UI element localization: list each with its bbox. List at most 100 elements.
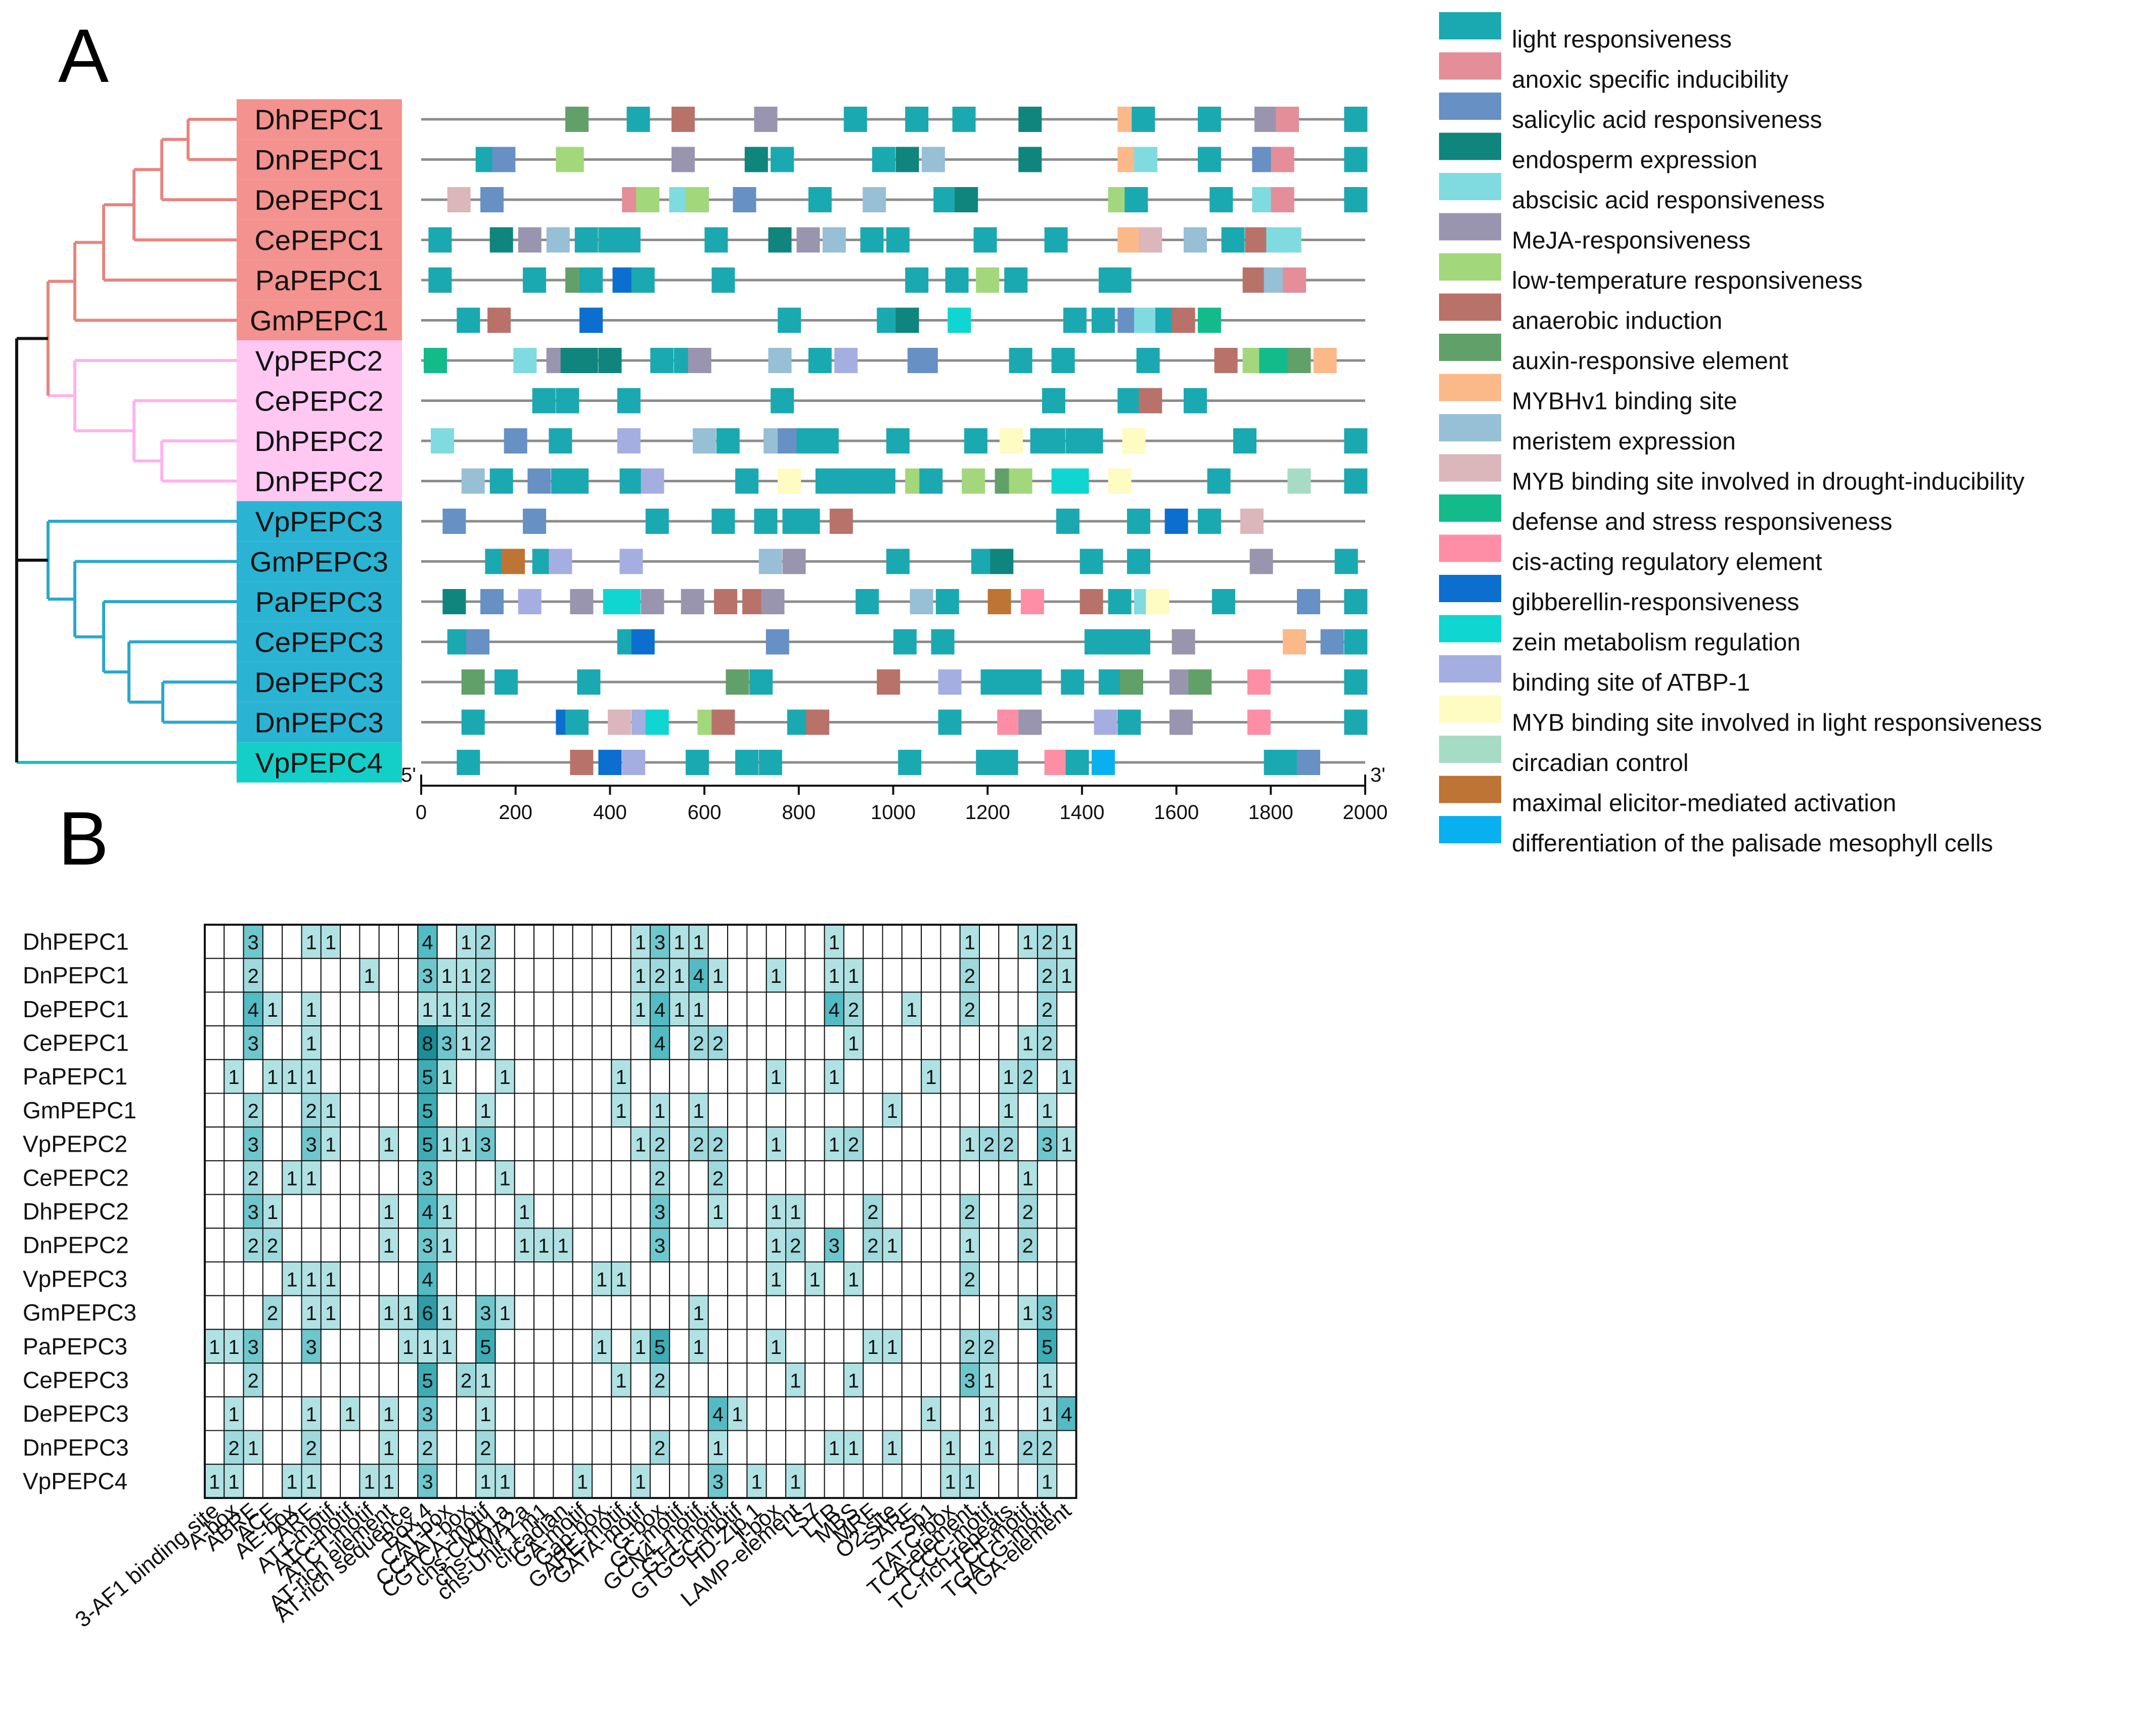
heatmap-cell <box>804 924 825 959</box>
heatmap-cell <box>921 1160 941 1195</box>
motif-box <box>565 709 589 735</box>
heatmap-value: 2 <box>964 965 975 987</box>
heatmap-cell <box>901 1329 922 1364</box>
heatmap-cell <box>630 1059 651 1094</box>
heatmap-cell <box>824 1329 844 1364</box>
motif-box <box>641 468 664 494</box>
motif-box <box>560 147 584 172</box>
heatmap-cell <box>611 991 632 1027</box>
motif-box <box>518 227 542 253</box>
heatmap-cell <box>998 1295 1019 1330</box>
legend-label: gibberellin-responsiveness <box>1512 589 1799 616</box>
heatmap-cell <box>514 958 535 993</box>
legend-label: endosperm expression <box>1512 147 1758 174</box>
heatmap-row-label: DnPEPC2 <box>23 1232 129 1258</box>
axis-tick-label: 2000 <box>1343 801 1388 824</box>
heatmap-cell <box>475 1160 496 1195</box>
heatmap-cell <box>436 1126 457 1161</box>
heatmap-cell <box>301 1396 322 1431</box>
heatmap-row-label: GmPEPC1 <box>23 1097 137 1123</box>
heatmap-cell <box>940 1160 961 1195</box>
heatmap-cell <box>940 1430 961 1465</box>
motif-box <box>1108 589 1132 614</box>
heatmap-cell <box>1056 924 1077 959</box>
motif-box <box>1117 227 1141 253</box>
heatmap-value: 3 <box>1042 1302 1053 1325</box>
motif-box <box>1122 428 1146 454</box>
heatmap-cell <box>688 991 709 1027</box>
heatmap-value: 1 <box>286 1269 297 1291</box>
heatmap-value: 2 <box>306 1437 317 1460</box>
gene-label-box <box>237 581 402 622</box>
motif-box <box>796 227 820 253</box>
heatmap-cell <box>882 1059 903 1094</box>
motif-box <box>1063 307 1087 333</box>
motif-box <box>1209 187 1233 212</box>
heatmap-cell <box>882 991 903 1027</box>
heatmap-cell <box>921 1261 941 1296</box>
heatmap-cell <box>1017 1093 1038 1128</box>
heatmap-cell <box>979 1126 1000 1161</box>
heatmap-cell <box>223 1329 244 1364</box>
heatmap-cell <box>495 1160 515 1195</box>
heatmap-value: 1 <box>461 965 472 987</box>
heatmap-cell <box>611 1228 632 1263</box>
heatmap-cell <box>766 1093 786 1128</box>
motif-box <box>895 147 919 172</box>
heatmap-value: 1 <box>1061 1134 1072 1156</box>
gene-label: GmPEPC1 <box>250 305 388 337</box>
heatmap-cell <box>378 1025 399 1060</box>
motif-box <box>1065 468 1089 494</box>
motif-box <box>976 267 1000 293</box>
heatmap-value: 1 <box>693 999 704 1021</box>
heatmap-cell <box>824 1025 844 1060</box>
heatmap-cell <box>204 1126 225 1161</box>
heatmap-cell <box>592 1093 612 1128</box>
heatmap-cell <box>223 1093 244 1128</box>
heatmap-cell <box>746 1093 767 1128</box>
heatmap-value: 1 <box>364 1471 375 1493</box>
motif-box <box>457 307 480 333</box>
heatmap-cell <box>901 1093 922 1128</box>
heatmap-cell <box>1056 991 1077 1027</box>
motif-box <box>489 227 513 253</box>
heatmap-cell <box>611 924 632 959</box>
heatmap-value: 2 <box>1022 1437 1034 1460</box>
axis-tick-label: 600 <box>688 801 722 824</box>
heatmap-cell <box>398 1464 419 1499</box>
heatmap-cell <box>533 1126 554 1161</box>
heatmap-value: 3 <box>248 1336 259 1358</box>
heatmap-value: 3 <box>480 1302 491 1325</box>
heatmap-cell <box>824 1363 844 1397</box>
motif-box <box>1127 509 1150 534</box>
heatmap-cell <box>359 1093 380 1128</box>
heatmap-cell <box>998 1363 1019 1397</box>
heatmap-cell <box>630 1093 651 1128</box>
heatmap-cell <box>1037 1126 1058 1161</box>
heatmap-cell <box>1017 1228 1038 1263</box>
heatmap-cell <box>495 1261 515 1296</box>
motif-box <box>1197 509 1221 534</box>
motif-box <box>1287 468 1311 494</box>
heatmap-cell <box>475 1126 496 1161</box>
heatmap-cell <box>495 1396 515 1431</box>
heatmap-value: 1 <box>771 1336 782 1358</box>
heatmap-border <box>204 924 1077 1499</box>
heatmap-value: 1 <box>712 965 724 987</box>
motif-box <box>1091 307 1115 333</box>
motif-box <box>626 107 650 132</box>
heatmap-row-label: VpPEPC3 <box>23 1265 127 1292</box>
axis-tick-label: 1200 <box>965 801 1010 824</box>
heatmap-cell <box>204 991 225 1027</box>
heatmap-cell <box>785 1025 806 1060</box>
heatmap-cell <box>243 1261 263 1296</box>
heatmap-cell <box>592 1126 612 1161</box>
heatmap-cell <box>804 1093 825 1128</box>
heatmap-value: 2 <box>848 1134 859 1156</box>
motif-box <box>877 669 901 695</box>
heatmap-cell <box>649 1093 670 1128</box>
gene-label: PaPEPC1 <box>255 264 383 296</box>
heatmap-cell <box>998 1093 1019 1128</box>
heatmap-cell <box>746 1261 767 1296</box>
